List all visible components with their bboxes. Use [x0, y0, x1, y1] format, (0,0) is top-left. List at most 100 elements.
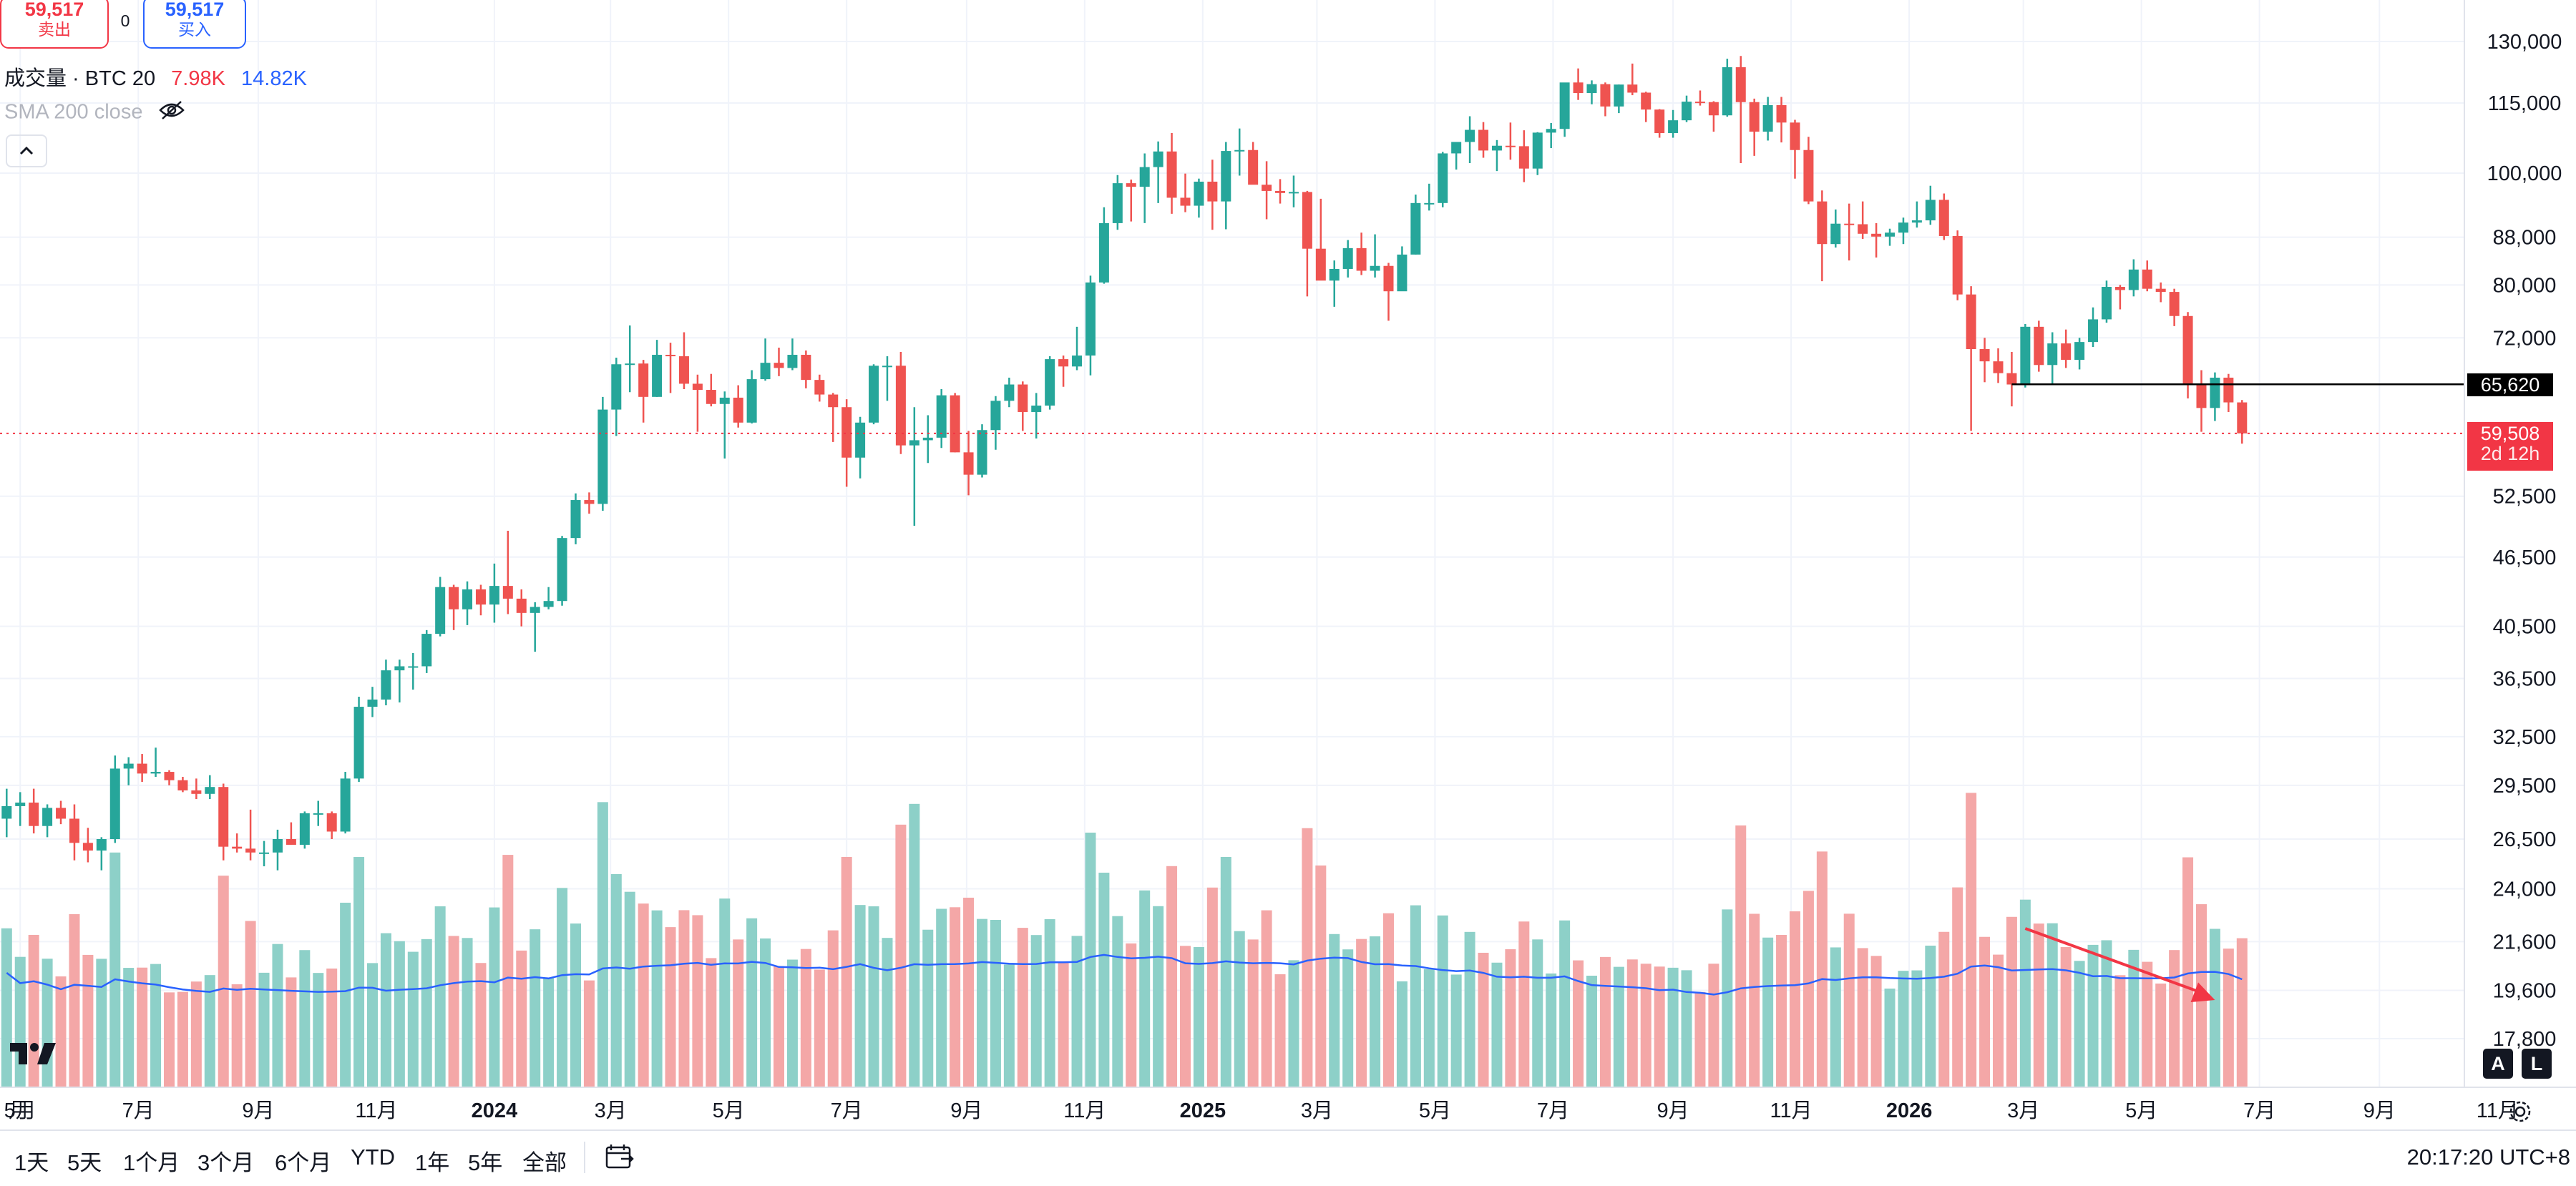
candle-body	[882, 366, 892, 368]
candle-body	[245, 848, 256, 853]
candle-body	[1383, 265, 1394, 292]
tf-1d[interactable]: 1天	[14, 1150, 49, 1175]
time-tick-label: 2026	[1886, 1099, 1933, 1122]
price-tick-label: 80,000	[2493, 274, 2557, 297]
time-tick-label: 3月	[2007, 1099, 2039, 1122]
candle-body	[1342, 248, 1353, 269]
candle-body	[1790, 122, 1800, 150]
volume-bar	[719, 898, 731, 1087]
buy-button[interactable]: 59,517 买入	[143, 0, 246, 49]
candle-body	[96, 839, 107, 851]
candle-body	[1614, 84, 1624, 107]
candle-body	[1993, 361, 2004, 373]
candle-body	[2210, 377, 2220, 408]
candle-body	[150, 772, 161, 774]
candle-body	[1654, 109, 1665, 134]
volume-bar	[150, 964, 162, 1087]
candle-body	[1532, 132, 1543, 169]
volume-bar	[1044, 918, 1055, 1087]
volume-bar	[1410, 905, 1421, 1087]
volume-bar	[1884, 989, 1896, 1087]
eye-off-icon[interactable]	[158, 100, 185, 126]
calendar-range-icon[interactable]	[604, 1143, 635, 1172]
volume-bar	[1437, 915, 1448, 1087]
sma-legend[interactable]: SMA 200 close	[4, 100, 185, 126]
volume-bar	[1302, 828, 1313, 1087]
volume-bar	[1694, 991, 1706, 1087]
volume-bar	[583, 980, 595, 1087]
gear-icon[interactable]	[2506, 1097, 2534, 1126]
volume-bar	[557, 888, 568, 1087]
volume-bar	[448, 936, 459, 1087]
clock[interactable]: 20:17:20 UTC+8	[2406, 1145, 2570, 1170]
tf-all[interactable]: 全部	[522, 1150, 567, 1175]
volume-bar	[1952, 887, 1963, 1087]
volume-bar	[1153, 906, 1164, 1087]
tf-3m[interactable]: 3个月	[197, 1150, 255, 1175]
candle-body	[259, 852, 270, 854]
volume-legend[interactable]: 成交量 · BTC 20 7.98K 14.82K	[4, 62, 307, 92]
tradingview-logo-icon[interactable]	[9, 1039, 59, 1067]
candle-body	[435, 587, 446, 634]
log-scale-button[interactable]: L	[2522, 1049, 2552, 1079]
tf-5d[interactable]: 5天	[67, 1150, 102, 1175]
volume-bar	[1126, 943, 1137, 1087]
volume-bar	[204, 975, 215, 1087]
candle-body	[1315, 248, 1326, 281]
auto-scale-button[interactable]: A	[2483, 1049, 2513, 1079]
sell-button[interactable]: 59,517 卖出	[0, 0, 109, 49]
tf-6m[interactable]: 6个月	[275, 1150, 332, 1175]
sell-label: 卖出	[38, 20, 71, 39]
collapse-legend-button[interactable]	[6, 134, 47, 167]
candle-body	[313, 813, 323, 815]
volume-bar	[42, 959, 53, 1087]
volume-bar	[868, 906, 879, 1087]
candle-body	[1045, 359, 1055, 406]
arrow-shaft	[2024, 927, 2203, 994]
candle-body	[1682, 102, 1692, 121]
time-tick-label: 11月	[1063, 1099, 1106, 1122]
time-axis: 月5月 7月 9月 11月 2024 3月 5月 7月 9月 11月 2025 3月 5月 7月 9月 11月…	[4, 1099, 2519, 1122]
volume-bar	[692, 915, 703, 1087]
candle-body	[1600, 84, 1611, 107]
candle-body	[1559, 82, 1570, 129]
volume-bar	[1843, 913, 1855, 1087]
volume-bar	[2236, 938, 2248, 1087]
candle-body	[1085, 282, 1096, 356]
candle-body	[1627, 84, 1638, 93]
tf-5y[interactable]: 5年	[468, 1150, 503, 1175]
tf-1y[interactable]: 1年	[415, 1150, 450, 1175]
candle-body	[2169, 292, 2180, 316]
volume-bar	[340, 902, 351, 1087]
candle-body	[1194, 181, 1204, 206]
volume-bar	[597, 802, 608, 1087]
volume-bar	[1938, 931, 1950, 1087]
tf-1m[interactable]: 1个月	[123, 1150, 180, 1175]
volume-bar	[1505, 949, 1516, 1087]
candle-body	[1491, 145, 1502, 151]
volume-bar	[2074, 961, 2085, 1087]
candle-body	[56, 808, 67, 819]
tf-ytd[interactable]: YTD	[351, 1145, 395, 1170]
candle-body	[597, 409, 608, 504]
volume-bar	[2128, 949, 2140, 1087]
price-tick-label: 100,000	[2487, 162, 2562, 185]
candle-body	[841, 407, 852, 458]
candle-body	[963, 452, 974, 475]
candle-body	[177, 780, 188, 790]
volume-bar	[380, 933, 391, 1087]
candle-body	[408, 666, 419, 668]
volume-bar	[1382, 913, 1394, 1087]
volume-bar	[163, 992, 175, 1087]
time-tick-label: 5月	[713, 1099, 745, 1122]
candle-body	[462, 589, 473, 609]
volume-bar	[366, 963, 378, 1087]
candle-body	[2128, 269, 2139, 290]
candle-body	[1018, 384, 1028, 412]
volume-bar	[1370, 936, 1381, 1087]
time-tick-label: 9月	[1657, 1099, 1689, 1122]
volume-bar	[1532, 939, 1543, 1087]
volume-bar	[2019, 899, 2031, 1087]
candle-body	[990, 401, 1001, 431]
